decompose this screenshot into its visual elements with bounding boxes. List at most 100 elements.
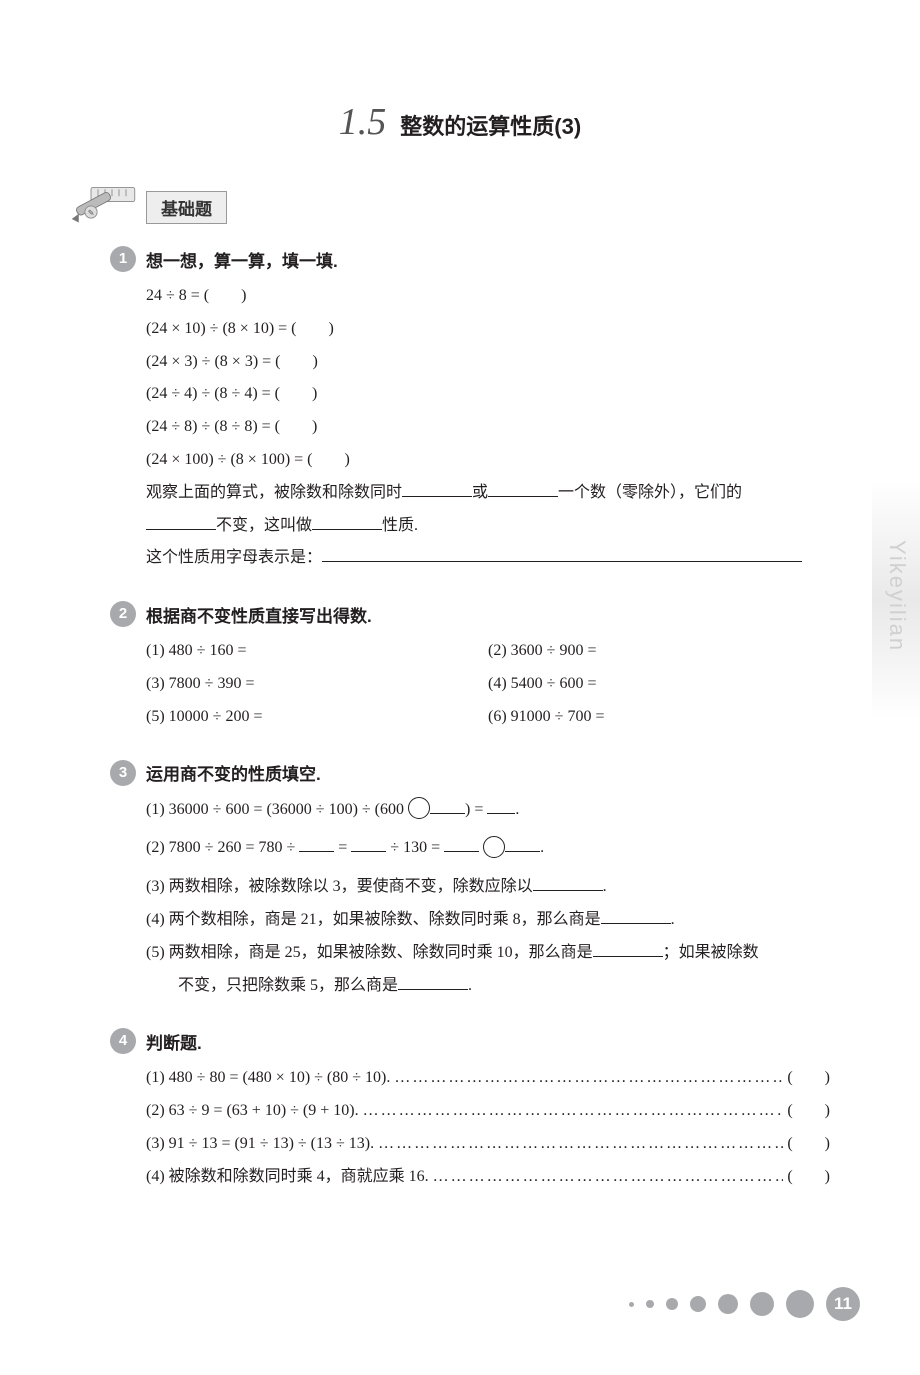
fill-blank <box>430 797 465 814</box>
question-badge: 4 <box>110 1028 136 1054</box>
footer-dot <box>786 1290 814 1318</box>
text: 不变，只把除数乘 5，那么商是 <box>178 977 398 994</box>
text: 这个性质用字母表示是： <box>146 549 322 566</box>
question-3: 3 运用商不变的性质填空. (1) 36000 ÷ 600 = (36000 ÷… <box>110 760 830 1003</box>
content-area: 1 想一想，算一算，填一填. 24 ÷ 8 = ( ) (24 × 10) ÷ … <box>110 246 830 1194</box>
fill-blank <box>487 797 515 814</box>
q3-item: (1) 36000 ÷ 600 = (36000 ÷ 100) ÷ (600 )… <box>146 794 830 827</box>
q3-item: (2) 7800 ÷ 260 = 780 ÷ = ÷ 130 = . <box>146 832 830 865</box>
page-title: 1.5 整数的运算性质(3) <box>0 100 920 144</box>
q1-line: 24 ÷ 8 = ( ) <box>146 280 830 313</box>
text: 观察上面的算式，被除数和除数同时 <box>146 484 402 501</box>
fill-blank <box>601 907 671 924</box>
text: ) = <box>465 801 487 818</box>
tf-paren: ( ) <box>787 1062 830 1095</box>
text: (4) 两个数相除，商是 21，如果被除数、除数同时乘 8，那么商是 <box>146 911 601 928</box>
leader-dots: ……………………………………………………………………………… <box>363 1095 784 1128</box>
q1-line: (24 ÷ 8) ÷ (8 ÷ 8) = ( ) <box>146 411 830 444</box>
tf-paren: ( ) <box>787 1161 830 1194</box>
text: (1) 480 ÷ 80 = (480 × 10) ÷ (80 ÷ 10). <box>146 1062 390 1095</box>
q1-line: (24 × 3) ÷ (8 × 3) = ( ) <box>146 346 830 379</box>
section-tag: 基础题 <box>146 191 227 224</box>
footer-dot <box>646 1300 654 1308</box>
text: (3) 91 ÷ 13 = (91 ÷ 13) ÷ (13 ÷ 13). <box>146 1128 374 1161</box>
fill-blank <box>533 874 603 891</box>
text: ÷ 130 = <box>386 839 444 856</box>
text: (1) 36000 ÷ 600 = (36000 ÷ 100) ÷ (600 <box>146 801 408 818</box>
title-number: 1.5 <box>339 101 387 143</box>
question-title: 想一想，算一算，填一填. <box>146 247 338 272</box>
leader-dots: ……………………………………………………………………………… <box>378 1128 783 1161</box>
q1-sentence: 观察上面的算式，被除数和除数同时 或 一个数（零除外），它们的 <box>146 477 830 510</box>
tf-paren: ( ) <box>787 1128 830 1161</box>
fill-blank <box>505 836 540 853</box>
fill-blank <box>488 480 558 497</box>
q4-item: (4) 被除数和除数同时乘 4，商就应乘 16. ………………………………………… <box>146 1161 830 1194</box>
circle-blank <box>483 836 505 858</box>
q2-item: (1) 480 ÷ 160 = <box>146 635 488 668</box>
fill-blank <box>322 546 802 563</box>
text: . <box>540 839 544 856</box>
q1-sentence: 这个性质用字母表示是： <box>146 542 830 575</box>
footer-dot <box>750 1292 774 1316</box>
fill-blank <box>398 973 468 990</box>
q3-item: (3) 两数相除，被除数除以 3，要使商不变，除数应除以. <box>146 871 830 904</box>
question-badge: 2 <box>110 601 136 627</box>
question-1: 1 想一想，算一算，填一填. 24 ÷ 8 = ( ) (24 × 10) ÷ … <box>110 246 830 575</box>
text: = <box>334 839 351 856</box>
q1-line: (24 × 10) ÷ (8 × 10) = ( ) <box>146 313 830 346</box>
side-label: Yikeyilian <box>884 540 910 652</box>
q4-item: (1) 480 ÷ 80 = (480 × 10) ÷ (80 ÷ 10). …… <box>146 1062 830 1095</box>
question-badge: 1 <box>110 246 136 272</box>
q4-item: (3) 91 ÷ 13 = (91 ÷ 13) ÷ (13 ÷ 13). ………… <box>146 1128 830 1161</box>
text: 不变，这叫做 <box>216 517 312 534</box>
section-header: ✎ 基础题 <box>70 184 920 226</box>
question-4: 4 判断题. (1) 480 ÷ 80 = (480 × 10) ÷ (80 ÷… <box>110 1028 830 1193</box>
circle-blank <box>408 797 430 819</box>
question-badge: 3 <box>110 760 136 786</box>
q2-item: (5) 10000 ÷ 200 = <box>146 701 488 734</box>
q4-item: (2) 63 ÷ 9 = (63 + 10) ÷ (9 + 10). ……………… <box>146 1095 830 1128</box>
q2-item: (6) 91000 ÷ 700 = <box>488 701 830 734</box>
title-text: 整数的运算性质(3) <box>400 114 581 139</box>
footer-dot <box>718 1294 738 1314</box>
text: (5) 两数相除，商是 25，如果被除数、除数同时乘 10，那么商是 <box>146 944 593 961</box>
q2-item: (2) 3600 ÷ 900 = <box>488 635 830 668</box>
q3-item: (4) 两个数相除，商是 21，如果被除数、除数同时乘 8，那么商是. <box>146 904 830 937</box>
leader-dots: ……………………………………………………………………………… <box>433 1161 784 1194</box>
text: . <box>468 977 472 994</box>
q3-item: 不变，只把除数乘 5，那么商是. <box>146 970 830 1003</box>
q2-item: (3) 7800 ÷ 390 = <box>146 668 488 701</box>
text: . <box>671 911 675 928</box>
fill-blank <box>299 836 334 853</box>
q1-sentence: 不变，这叫做性质. <box>146 510 830 543</box>
text: (2) 7800 ÷ 260 = 780 ÷ <box>146 839 299 856</box>
question-title: 根据商不变性质直接写出得数. <box>146 602 372 627</box>
fill-blank <box>402 480 472 497</box>
fill-blank <box>312 513 382 530</box>
footer-dot <box>629 1302 634 1307</box>
leader-dots: ……………………………………………………………………………… <box>394 1062 783 1095</box>
footer-dot <box>690 1296 706 1312</box>
text: 或 <box>472 484 488 501</box>
fill-blank <box>444 836 479 853</box>
fill-blank <box>351 836 386 853</box>
text: . <box>515 801 519 818</box>
text: . <box>603 878 607 895</box>
question-title: 运用商不变的性质填空. <box>146 760 321 785</box>
q1-line: (24 × 100) ÷ (8 × 100) = ( ) <box>146 444 830 477</box>
text: (2) 63 ÷ 9 = (63 + 10) ÷ (9 + 10). <box>146 1095 359 1128</box>
tf-paren: ( ) <box>787 1095 830 1128</box>
fill-blank <box>593 940 663 957</box>
page-number: 11 <box>826 1287 860 1321</box>
text: (3) 两数相除，被除数除以 3，要使商不变，除数应除以 <box>146 878 533 895</box>
q1-line: (24 ÷ 4) ÷ (8 ÷ 4) = ( ) <box>146 378 830 411</box>
svg-text:✎: ✎ <box>88 209 95 218</box>
text: 一个数（零除外），它们的 <box>558 484 742 501</box>
question-2: 2 根据商不变性质直接写出得数. (1) 480 ÷ 160 = (2) 360… <box>110 601 830 733</box>
page-footer: 11 <box>629 1287 860 1321</box>
q2-item: (4) 5400 ÷ 600 = <box>488 668 830 701</box>
ruler-pencil-icon: ✎ <box>70 184 140 226</box>
fill-blank <box>146 513 216 530</box>
q3-item: (5) 两数相除，商是 25，如果被除数、除数同时乘 10，那么商是；如果被除数 <box>146 937 830 970</box>
